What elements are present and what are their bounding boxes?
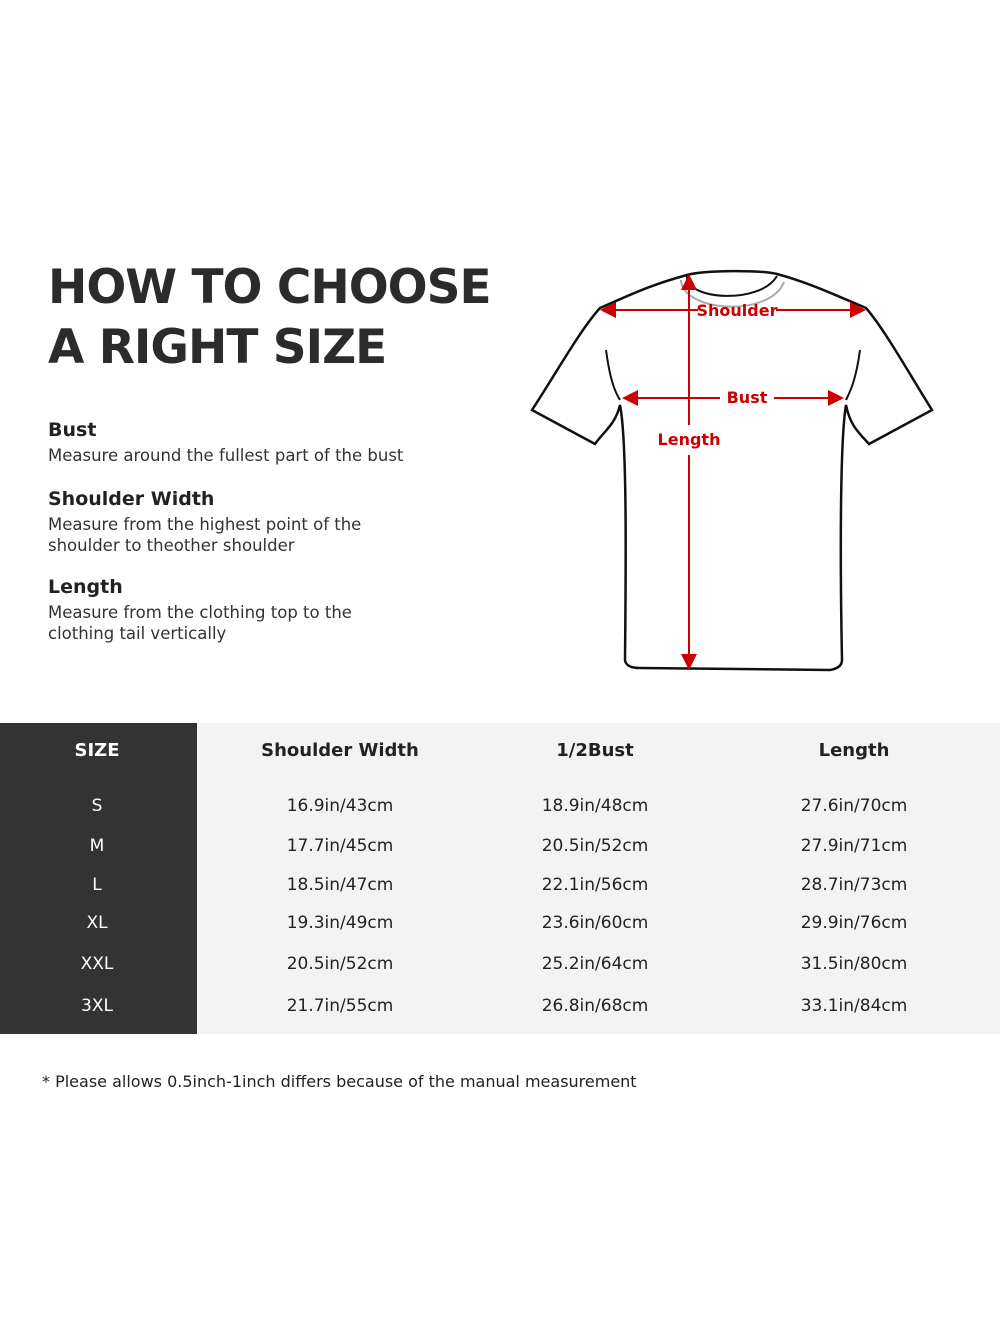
guide-heading: Shoulder Width bbox=[48, 488, 215, 510]
table-cell: 16.9in/43cm bbox=[286, 796, 394, 816]
table-cell: 33.1in/84cm bbox=[800, 996, 908, 1016]
table-cell: 18.5in/47cm bbox=[286, 875, 394, 895]
guide-text-line: Measure from the highest point of the bbox=[48, 515, 362, 534]
table-cell: 29.9in/76cm bbox=[800, 913, 908, 933]
guide-text: Measure from the highest point of the sho… bbox=[48, 514, 361, 556]
size-label: M bbox=[89, 836, 105, 856]
table-cell: 20.5in/52cm bbox=[286, 954, 394, 974]
guide-shoulder-width: Shoulder Width Measure from the highest … bbox=[48, 487, 361, 556]
table-cell: 27.6in/70cm bbox=[800, 796, 908, 816]
guide-heading: Length bbox=[48, 576, 123, 598]
table-cell: 17.7in/45cm bbox=[286, 836, 394, 856]
measurement-note: * Please allows 0.5inch-1inch differs be… bbox=[42, 1072, 637, 1091]
guide-text-line: clothing tail vertically bbox=[48, 624, 227, 643]
table-cell: 22.1in/56cm bbox=[541, 875, 649, 895]
table-cell: 21.7in/55cm bbox=[286, 996, 394, 1016]
size-label: XL bbox=[86, 913, 108, 933]
page-title: HOW TO CHOOSE A RIGHT SIZE bbox=[48, 258, 492, 378]
table-cell: 28.7in/73cm bbox=[800, 875, 908, 895]
tshirt-outline-icon bbox=[530, 269, 934, 672]
guide-text: Measure from the clothing top to the clot… bbox=[48, 602, 352, 644]
size-column-background bbox=[0, 723, 197, 1034]
size-table: SIZE Shoulder Width 1/2Bust Length S 16.9in/4… bbox=[0, 723, 1000, 1034]
size-label: L bbox=[92, 875, 102, 895]
guide-text-line: Measure around the fullest part of the b… bbox=[48, 446, 404, 465]
table-header-cell: SIZE bbox=[74, 740, 120, 761]
table-cell: 25.2in/64cm bbox=[541, 954, 649, 974]
guide-bust: Bust Measure around the fullest part of … bbox=[48, 418, 403, 466]
guide-heading: Bust bbox=[48, 419, 97, 441]
title-line-2: A RIGHT SIZE bbox=[48, 320, 387, 375]
bust-label: Bust bbox=[727, 388, 768, 407]
table-cell: 23.6in/60cm bbox=[541, 913, 649, 933]
table-header-cell: Length bbox=[818, 740, 890, 761]
table-cell: 18.9in/48cm bbox=[541, 796, 649, 816]
size-label: 3XL bbox=[81, 996, 113, 1016]
length-label: Length bbox=[658, 430, 721, 449]
title-line-1: HOW TO CHOOSE bbox=[48, 260, 492, 315]
guide-text: Measure around the fullest part of the b… bbox=[48, 445, 403, 466]
size-label: XXL bbox=[80, 954, 114, 974]
tshirt-diagram: Shoulder Bust Length bbox=[530, 269, 934, 672]
table-cell: 27.9in/71cm bbox=[800, 836, 908, 856]
table-cell: 20.5in/52cm bbox=[541, 836, 649, 856]
table-cell: 31.5in/80cm bbox=[800, 954, 908, 974]
table-cell: 26.8in/68cm bbox=[541, 996, 649, 1016]
guide-text-line: Measure from the clothing top to the bbox=[48, 603, 352, 622]
size-label: S bbox=[91, 796, 103, 816]
table-header-cell: Shoulder Width bbox=[261, 740, 419, 761]
table-cell: 19.3in/49cm bbox=[286, 913, 394, 933]
guide-text-line: shoulder to theother shoulder bbox=[48, 536, 295, 555]
guide-length: Length Measure from the clothing top to … bbox=[48, 575, 352, 644]
shoulder-label: Shoulder bbox=[697, 301, 778, 320]
table-header-cell: 1/2Bust bbox=[556, 740, 634, 761]
